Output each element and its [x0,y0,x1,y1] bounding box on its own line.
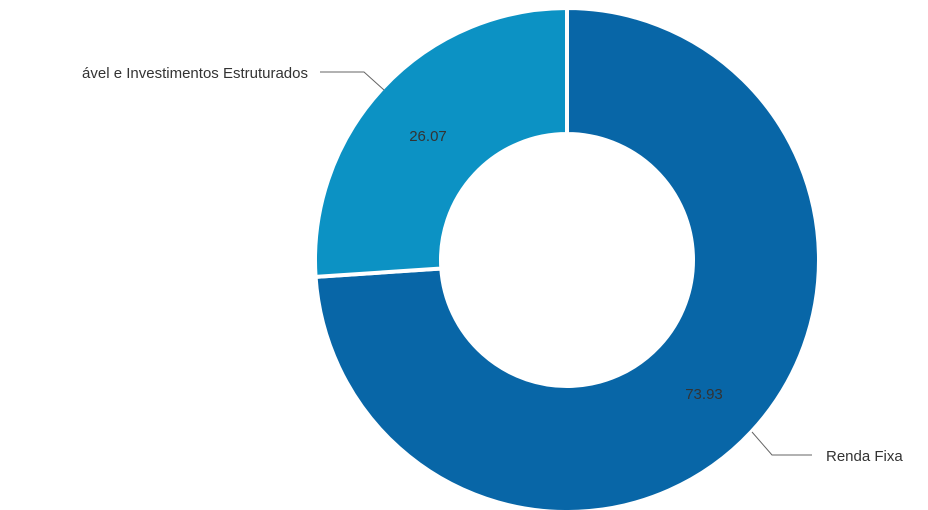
labels-layer: 73.93 26.07 [409,128,723,403]
callout-label-investimentos: ável e Investimentos Estruturados [82,65,308,82]
donut-slice-investimentos[interactable] [313,6,569,279]
callouts-layer: Renda Fixa ável e Investimentos Estrutur… [82,65,903,465]
callout-line-investimentos [320,71,385,91]
slices-layer [313,6,821,510]
callout-line-renda-fixa [751,431,812,456]
slice-value-label-investimentos: 26.07 [409,128,447,145]
slice-value-label-renda-fixa: 73.93 [685,386,723,403]
callout-label-renda-fixa: Renda Fixa [826,448,903,465]
donut-slice-renda-fixa[interactable] [313,6,821,510]
